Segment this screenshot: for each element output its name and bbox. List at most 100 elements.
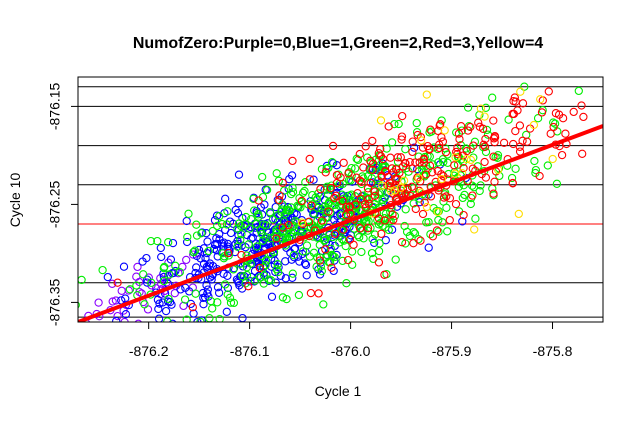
data-point-red — [363, 184, 373, 193]
data-point-yellow — [437, 174, 446, 184]
data-point-green — [246, 215, 256, 224]
data-point-green — [197, 229, 206, 238]
data-point-red — [343, 255, 353, 265]
data-point-red — [405, 157, 414, 167]
data-point-green — [574, 86, 583, 96]
data-point-red — [357, 177, 366, 187]
data-point-green — [140, 300, 149, 309]
data-point-blue — [203, 237, 212, 246]
plot-frame — [77, 76, 604, 323]
data-point-blue — [424, 243, 433, 252]
data-point-red — [327, 263, 336, 272]
data-point-green — [433, 144, 442, 154]
data-point-red — [425, 161, 435, 170]
data-point-green — [289, 221, 298, 231]
data-point-green — [375, 239, 384, 248]
chart-title: NumofZero:Purple=0,Blue=1,Green=2,Red=3,… — [133, 35, 543, 52]
data-point-green — [370, 230, 380, 239]
data-point-blue — [132, 326, 139, 333]
data-point-blue — [112, 316, 121, 322]
y-tick-label: -876.35 — [47, 278, 63, 326]
data-point-green — [374, 180, 383, 189]
data-point-red — [332, 191, 341, 200]
data-point-green — [223, 207, 232, 216]
data-point-green — [208, 226, 217, 236]
data-point-red — [451, 199, 461, 209]
data-point-red — [408, 147, 417, 157]
data-point-red — [389, 168, 398, 177]
data-point-green — [288, 183, 297, 192]
data-point-green — [241, 279, 250, 288]
data-point-green — [165, 270, 174, 279]
data-point-blue — [106, 361, 113, 368]
data-point-green — [273, 260, 282, 269]
data-point-green — [286, 203, 296, 212]
data-point-blue — [287, 255, 296, 264]
data-point-red — [466, 122, 475, 132]
data-point-blue — [201, 254, 210, 263]
data-point-red — [445, 215, 454, 225]
data-point-blue — [229, 219, 238, 228]
data-point-blue — [121, 310, 131, 319]
data-point-green — [147, 278, 156, 287]
data-point-blue — [267, 292, 277, 301]
data-point-green — [309, 209, 318, 218]
data-point-red — [305, 154, 314, 164]
data-point-purple — [110, 321, 114, 322]
data-point-yellow — [548, 154, 557, 164]
data-point-green — [245, 224, 254, 233]
data-point-red — [549, 122, 558, 132]
data-point-blue — [248, 233, 257, 242]
data-point-blue — [79, 331, 86, 338]
data-point-blue — [213, 283, 223, 292]
data-point-green — [409, 184, 418, 193]
data-point-blue — [189, 309, 198, 318]
data-point-green — [460, 190, 469, 200]
data-point-red — [415, 158, 424, 167]
data-point-green — [520, 82, 529, 91]
data-point-blue — [182, 237, 192, 247]
data-point-red — [426, 192, 436, 201]
data-point-red — [376, 144, 385, 154]
data-point-green — [454, 182, 463, 191]
data-point-blue — [199, 300, 208, 309]
data-point-red — [489, 116, 498, 125]
data-point-green — [367, 248, 377, 258]
data-point-yellow — [514, 209, 523, 219]
data-point-blue — [251, 243, 261, 253]
data-point-green — [192, 220, 201, 229]
data-point-red — [398, 111, 407, 121]
data-point-red — [418, 209, 428, 219]
data-point-green — [229, 298, 239, 308]
data-point-green — [339, 236, 349, 245]
data-point-blue — [290, 244, 299, 254]
data-point-green — [533, 114, 543, 123]
data-point-blue — [458, 217, 467, 226]
data-point-green — [205, 314, 214, 322]
data-point-red — [456, 122, 466, 131]
data-point-green — [236, 235, 245, 245]
data-point-green — [262, 185, 272, 195]
data-point-green — [272, 169, 281, 178]
data-point-blue — [198, 288, 208, 298]
data-point-red — [255, 263, 264, 273]
data-point-yellow — [422, 202, 432, 212]
data-point-green — [382, 144, 391, 153]
data-point-blue — [238, 313, 247, 322]
data-point-green — [249, 194, 258, 203]
data-point-green — [468, 181, 477, 190]
data-point-green — [366, 223, 375, 233]
data-point-green — [325, 229, 334, 239]
data-point-green — [481, 147, 491, 157]
data-point-green — [226, 298, 236, 307]
data-point-green — [438, 155, 448, 164]
data-point-blue — [309, 175, 318, 184]
data-point-green — [488, 184, 497, 193]
data-point-yellow — [376, 116, 386, 125]
data-point-yellow — [440, 126, 449, 135]
data-point-red — [420, 198, 429, 207]
data-point-green — [281, 233, 290, 242]
data-point-green — [294, 290, 304, 300]
data-point-red — [544, 87, 553, 96]
